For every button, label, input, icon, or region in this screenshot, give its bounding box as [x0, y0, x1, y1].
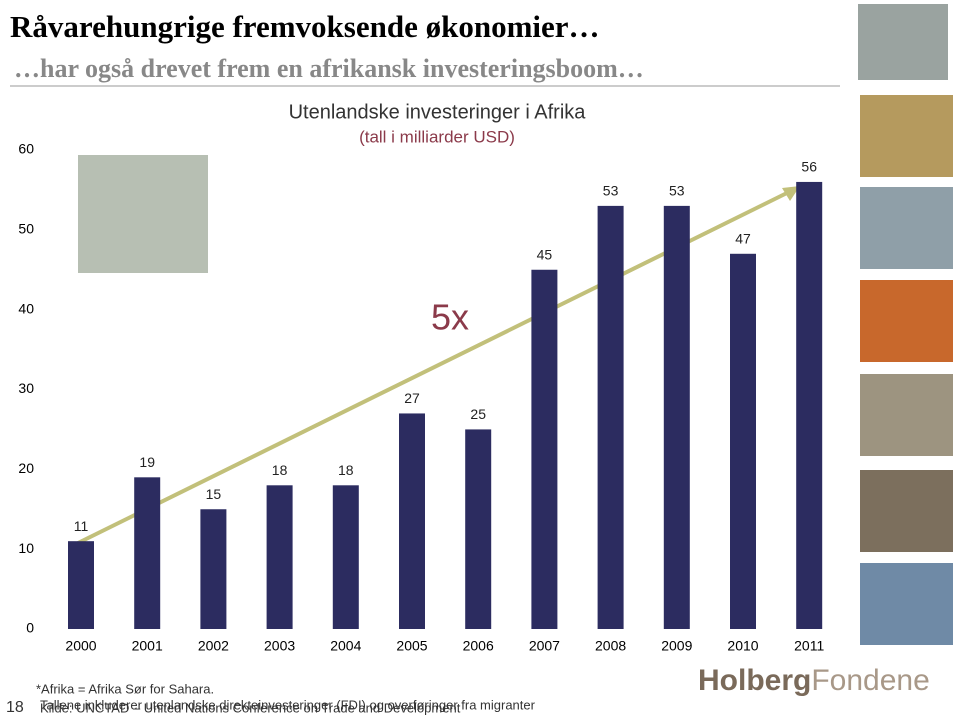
- annotation: 5x: [431, 297, 469, 338]
- footnote: *Afrika = Afrika Sør for Sahara.: [36, 681, 214, 696]
- x-tick-label: 2004: [330, 638, 361, 654]
- bar: [597, 205, 624, 629]
- y-tick-label: 30: [18, 380, 34, 396]
- y-tick-label: 40: [18, 300, 34, 316]
- mine-photo: [860, 95, 953, 177]
- value-label: 18: [272, 462, 288, 478]
- x-tick-label: 2005: [396, 638, 427, 654]
- chart-subtitle: (tall i milliarder USD): [359, 127, 515, 146]
- value-label: 47: [735, 230, 751, 246]
- bar: [266, 485, 293, 629]
- bar: [68, 541, 94, 629]
- rail-photo: [860, 470, 953, 552]
- logo-part: Holberg: [698, 664, 811, 697]
- page-number: 18: [6, 699, 24, 716]
- construction-photo: [860, 374, 953, 456]
- y-tick-label: 10: [18, 540, 34, 556]
- value-label: 25: [470, 406, 486, 422]
- value-label: 27: [404, 390, 420, 406]
- slide-subtitle: …har også drevet frem en afrikansk inves…: [14, 54, 644, 83]
- value-label: 56: [801, 159, 817, 175]
- bar: [332, 485, 359, 629]
- x-tick-label: 2007: [529, 638, 560, 654]
- bar: [796, 181, 823, 629]
- bar: [399, 413, 425, 629]
- bar: [134, 477, 161, 629]
- value-label: 53: [603, 183, 619, 199]
- chart-title: Utenlandske investeringer i Afrika: [289, 101, 587, 123]
- x-tick-label: 2009: [661, 638, 692, 654]
- x-tick-label: 2010: [727, 638, 758, 654]
- y-tick-label: 20: [18, 460, 34, 476]
- slide-title: Råvarehungrige fremvoksende økonomier…: [10, 9, 600, 44]
- x-tick-label: 2002: [198, 638, 229, 654]
- x-tick-label: 2001: [132, 638, 163, 654]
- value-label: 11: [74, 518, 89, 534]
- y-tick-label: 60: [18, 141, 34, 157]
- money-photo: [858, 4, 948, 80]
- x-tick-label: 2006: [463, 638, 494, 654]
- logo: HolbergFondene: [698, 664, 930, 697]
- arrow-head: [782, 186, 800, 201]
- dam-photo: [860, 187, 953, 269]
- value-label: 19: [139, 454, 155, 470]
- bar: [663, 205, 690, 629]
- x-tick-label: 2008: [595, 638, 626, 654]
- footnote: Kilde: UNCTAD – United Nations Conferenc…: [40, 700, 461, 715]
- x-tick-label: 2003: [264, 638, 295, 654]
- cash-photo: [78, 155, 208, 273]
- value-label: 18: [338, 462, 354, 478]
- value-label: 45: [537, 246, 553, 262]
- bar: [730, 253, 756, 630]
- bar: [465, 429, 492, 629]
- value-label: 53: [669, 183, 685, 199]
- value-label: 15: [206, 486, 222, 502]
- photos: [78, 4, 953, 645]
- bar: [531, 269, 558, 629]
- logo-part: Fondene: [811, 664, 929, 697]
- y-tick-label: 0: [26, 620, 34, 636]
- port-photo: [860, 563, 953, 645]
- bar: [200, 509, 227, 629]
- y-tick-label: 50: [18, 221, 34, 237]
- powerline-photo: [860, 280, 953, 362]
- footnote: Tallene inkluderer utenlandske direktein…: [40, 697, 536, 712]
- x-tick-label: 2000: [65, 638, 96, 654]
- x-tick-label: 2011: [794, 638, 824, 654]
